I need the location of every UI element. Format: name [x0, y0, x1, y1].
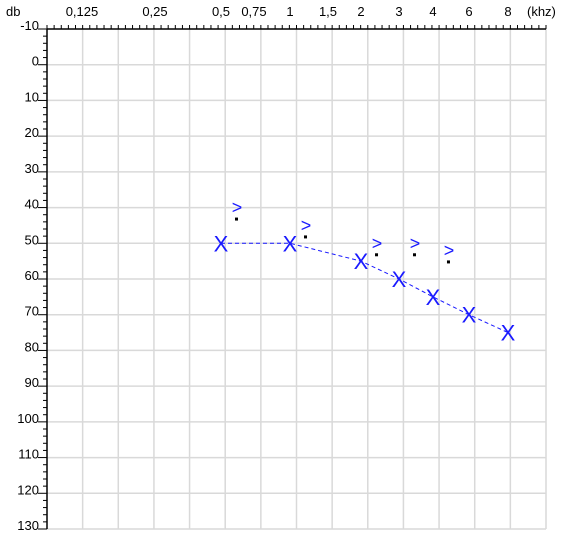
x-tick-label: 0,5: [212, 4, 230, 19]
data-point-x-marker: X: [501, 321, 516, 346]
bc-marker-dot: [375, 253, 379, 257]
data-point-x-marker: X: [214, 231, 229, 256]
data-point-bc-marker: >: [232, 198, 243, 221]
y-tick-label: 70: [25, 304, 39, 319]
y-tick-label: 120: [17, 482, 39, 497]
x-tick-label: 6: [465, 4, 472, 19]
y-tick-label: 130: [17, 518, 39, 533]
grid-lines: [47, 29, 547, 530]
y-tick-label: 50: [25, 232, 39, 247]
x-tick-label: 0,25: [142, 4, 167, 19]
x-tick-label: 0,75: [241, 4, 266, 19]
y-tick-label: -10: [20, 18, 39, 33]
data-point-x-marker: X: [462, 303, 477, 328]
x-tick-label: 3: [395, 4, 402, 19]
bc-marker-glyph: >: [444, 240, 455, 260]
bc-marker-dot: [446, 260, 450, 264]
data-point-bc-marker: >: [372, 233, 383, 257]
x-tick-label: 1,5: [319, 4, 337, 19]
data-point-x-marker: X: [354, 249, 369, 274]
x-tick-labels: 0,125 0,25 0,5 0,75 1 1,5 2 3 4 6 8: [66, 4, 512, 19]
y-tick-label: 20: [25, 125, 39, 140]
x-unit-label: (khz): [527, 4, 556, 19]
data-point-x-marker: X: [392, 267, 407, 292]
bc-marker-glyph: >: [372, 233, 383, 253]
x-tick-label: 2: [357, 4, 364, 19]
axes: [38, 25, 547, 530]
y-tick-label: 110: [18, 447, 39, 462]
series-line: [221, 242, 509, 334]
data-point-x-marker: X: [426, 285, 441, 310]
bc-marker-glyph: >: [301, 215, 312, 235]
x-tick-label: 1: [286, 4, 293, 19]
data-point-bc-marker: >: [444, 240, 455, 264]
y-tick-label: 10: [25, 89, 39, 104]
y-unit-label: db: [6, 4, 20, 19]
y-tick-label: 90: [25, 375, 39, 390]
y-tick-label: 40: [25, 197, 39, 212]
bc-marker-dot: [412, 253, 416, 257]
data-point-x-marker: X: [283, 231, 298, 256]
bc-marker-glyph: >: [232, 198, 243, 218]
bc-marker-dot: [235, 217, 239, 221]
data-point-bc-marker: >: [301, 215, 312, 239]
x-tick-label: 0,125: [66, 4, 99, 19]
y-tick-label: 60: [25, 268, 39, 283]
y-tick-labels: -10 0 10 20 30 40 50 60 70 80 90 100 110 120 130: [17, 18, 39, 533]
x-tick-label: 4: [429, 4, 436, 19]
y-tick-label: 30: [25, 161, 39, 176]
bc-marker-glyph: >: [410, 233, 421, 253]
y-tick-label: 80: [25, 339, 39, 354]
y-tick-label: 0: [32, 54, 39, 69]
y-tick-label: 100: [17, 411, 39, 426]
x-tick-label: 8: [504, 4, 511, 19]
bc-marker-dot: [304, 235, 308, 239]
data-point-bc-marker: >: [410, 233, 421, 257]
